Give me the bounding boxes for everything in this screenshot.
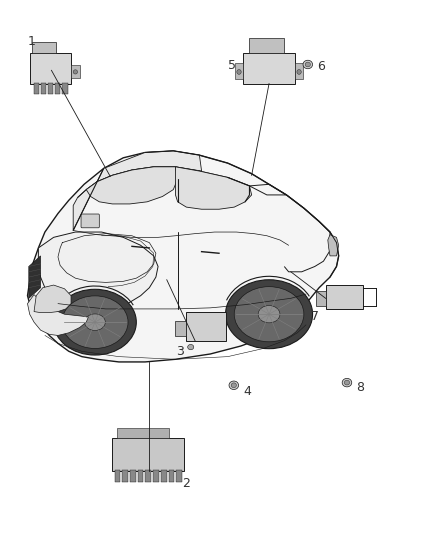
Text: 2: 2 [182,478,190,490]
FancyBboxPatch shape [243,53,295,84]
Ellipse shape [62,296,128,349]
FancyBboxPatch shape [176,320,186,336]
Polygon shape [28,295,88,335]
Ellipse shape [226,280,313,349]
FancyBboxPatch shape [30,53,71,84]
Ellipse shape [344,380,350,385]
Text: 8: 8 [356,381,364,394]
Polygon shape [176,167,252,209]
FancyBboxPatch shape [48,83,53,94]
FancyBboxPatch shape [161,470,166,482]
FancyBboxPatch shape [117,428,169,438]
FancyBboxPatch shape [113,438,184,471]
Polygon shape [29,256,41,298]
Ellipse shape [73,70,78,74]
FancyBboxPatch shape [81,214,99,228]
FancyBboxPatch shape [41,83,46,94]
Ellipse shape [53,289,136,355]
FancyBboxPatch shape [177,470,182,482]
Text: 4: 4 [243,385,251,398]
FancyBboxPatch shape [295,63,303,79]
FancyBboxPatch shape [122,470,128,482]
Ellipse shape [237,69,241,74]
Ellipse shape [305,62,311,67]
Text: 7: 7 [311,310,319,324]
FancyBboxPatch shape [250,38,284,53]
Polygon shape [28,151,339,362]
Ellipse shape [258,305,280,323]
FancyBboxPatch shape [153,470,159,482]
Ellipse shape [231,383,237,387]
FancyBboxPatch shape [34,83,39,94]
Text: 1: 1 [28,35,36,47]
FancyBboxPatch shape [138,470,143,482]
Text: 6: 6 [317,60,325,72]
FancyBboxPatch shape [130,470,136,482]
FancyBboxPatch shape [55,83,60,94]
Ellipse shape [234,287,304,342]
Text: 3: 3 [177,345,184,358]
Ellipse shape [342,378,352,387]
Ellipse shape [187,344,194,350]
FancyBboxPatch shape [115,470,120,482]
Ellipse shape [303,60,313,69]
Polygon shape [39,232,158,312]
Polygon shape [34,285,71,313]
FancyBboxPatch shape [235,63,243,79]
FancyBboxPatch shape [169,470,174,482]
FancyBboxPatch shape [32,42,56,53]
Polygon shape [73,151,201,230]
FancyBboxPatch shape [145,470,151,482]
FancyBboxPatch shape [325,285,363,309]
Ellipse shape [297,69,301,74]
Ellipse shape [229,381,239,390]
FancyBboxPatch shape [186,312,226,341]
Ellipse shape [85,314,105,330]
FancyBboxPatch shape [62,83,67,94]
Text: 5: 5 [227,59,236,71]
FancyBboxPatch shape [316,291,325,306]
Polygon shape [86,167,178,204]
FancyBboxPatch shape [71,65,80,78]
Polygon shape [328,235,339,256]
